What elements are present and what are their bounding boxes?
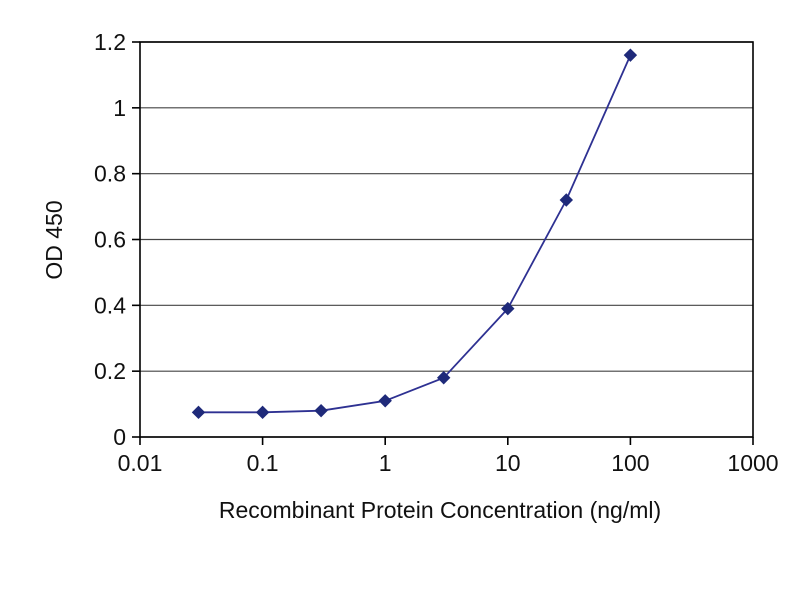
y-tick-label: 0.2 [94, 358, 126, 384]
data-series [191, 48, 638, 420]
data-point-marker [559, 193, 574, 207]
x-tick-label: 1000 [727, 450, 778, 476]
y-tick-label: 0.8 [94, 161, 126, 187]
data-point-marker [501, 301, 515, 316]
x-tick-label: 0.01 [118, 450, 163, 476]
y-tick-label: 0.6 [94, 227, 126, 253]
y-tick-label: 1.2 [94, 29, 126, 55]
y-tick-label: 1 [113, 95, 126, 121]
data-point-marker [314, 403, 328, 418]
data-point-marker [436, 371, 451, 385]
data-point-marker [378, 394, 392, 408]
x-tick-label: 100 [611, 450, 649, 476]
tick-labels: 0 0.2 0.4 0.6 0.8 1 1.2 0.01 0.1 1 10 100 1000 [94, 29, 779, 476]
x-axis-title: Recombinant Protein Concentration (ng/ml… [219, 497, 661, 523]
y-tick-label: 0 [113, 424, 126, 450]
x-tick-label: 1 [379, 450, 392, 476]
data-point-marker [191, 405, 206, 420]
data-point-marker [255, 405, 270, 420]
data-point-marker [623, 48, 638, 62]
y-tick-label: 0.4 [94, 292, 126, 318]
x-tick-label: 10 [495, 450, 521, 476]
series-line [198, 54, 632, 414]
x-tick-label: 0.1 [247, 450, 279, 476]
tick-marks [132, 41, 754, 445]
y-axis-title: OD 450 [41, 200, 67, 279]
